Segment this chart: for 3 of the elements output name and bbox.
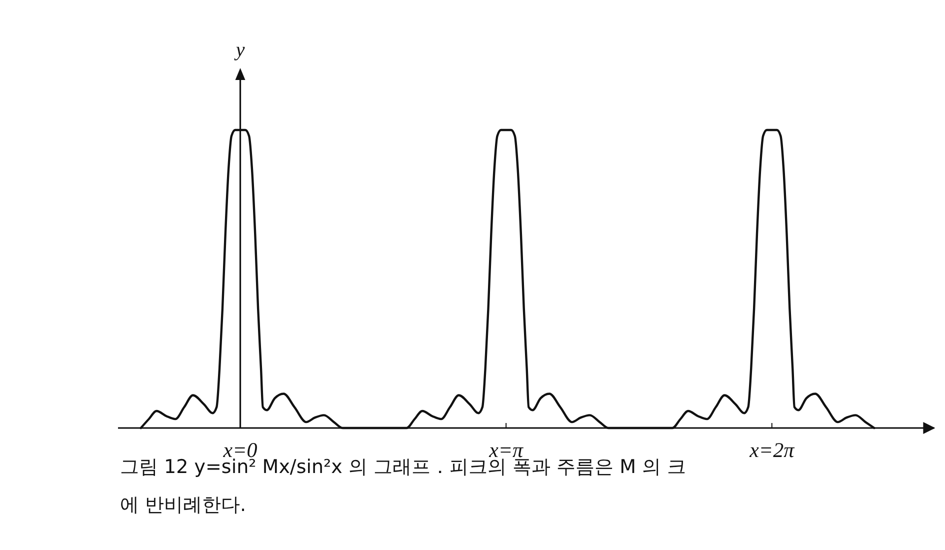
text: 에 반비례한다.	[120, 494, 246, 516]
y-axis-title: y	[234, 39, 245, 61]
x-tick-label: x=2π	[748, 438, 795, 462]
